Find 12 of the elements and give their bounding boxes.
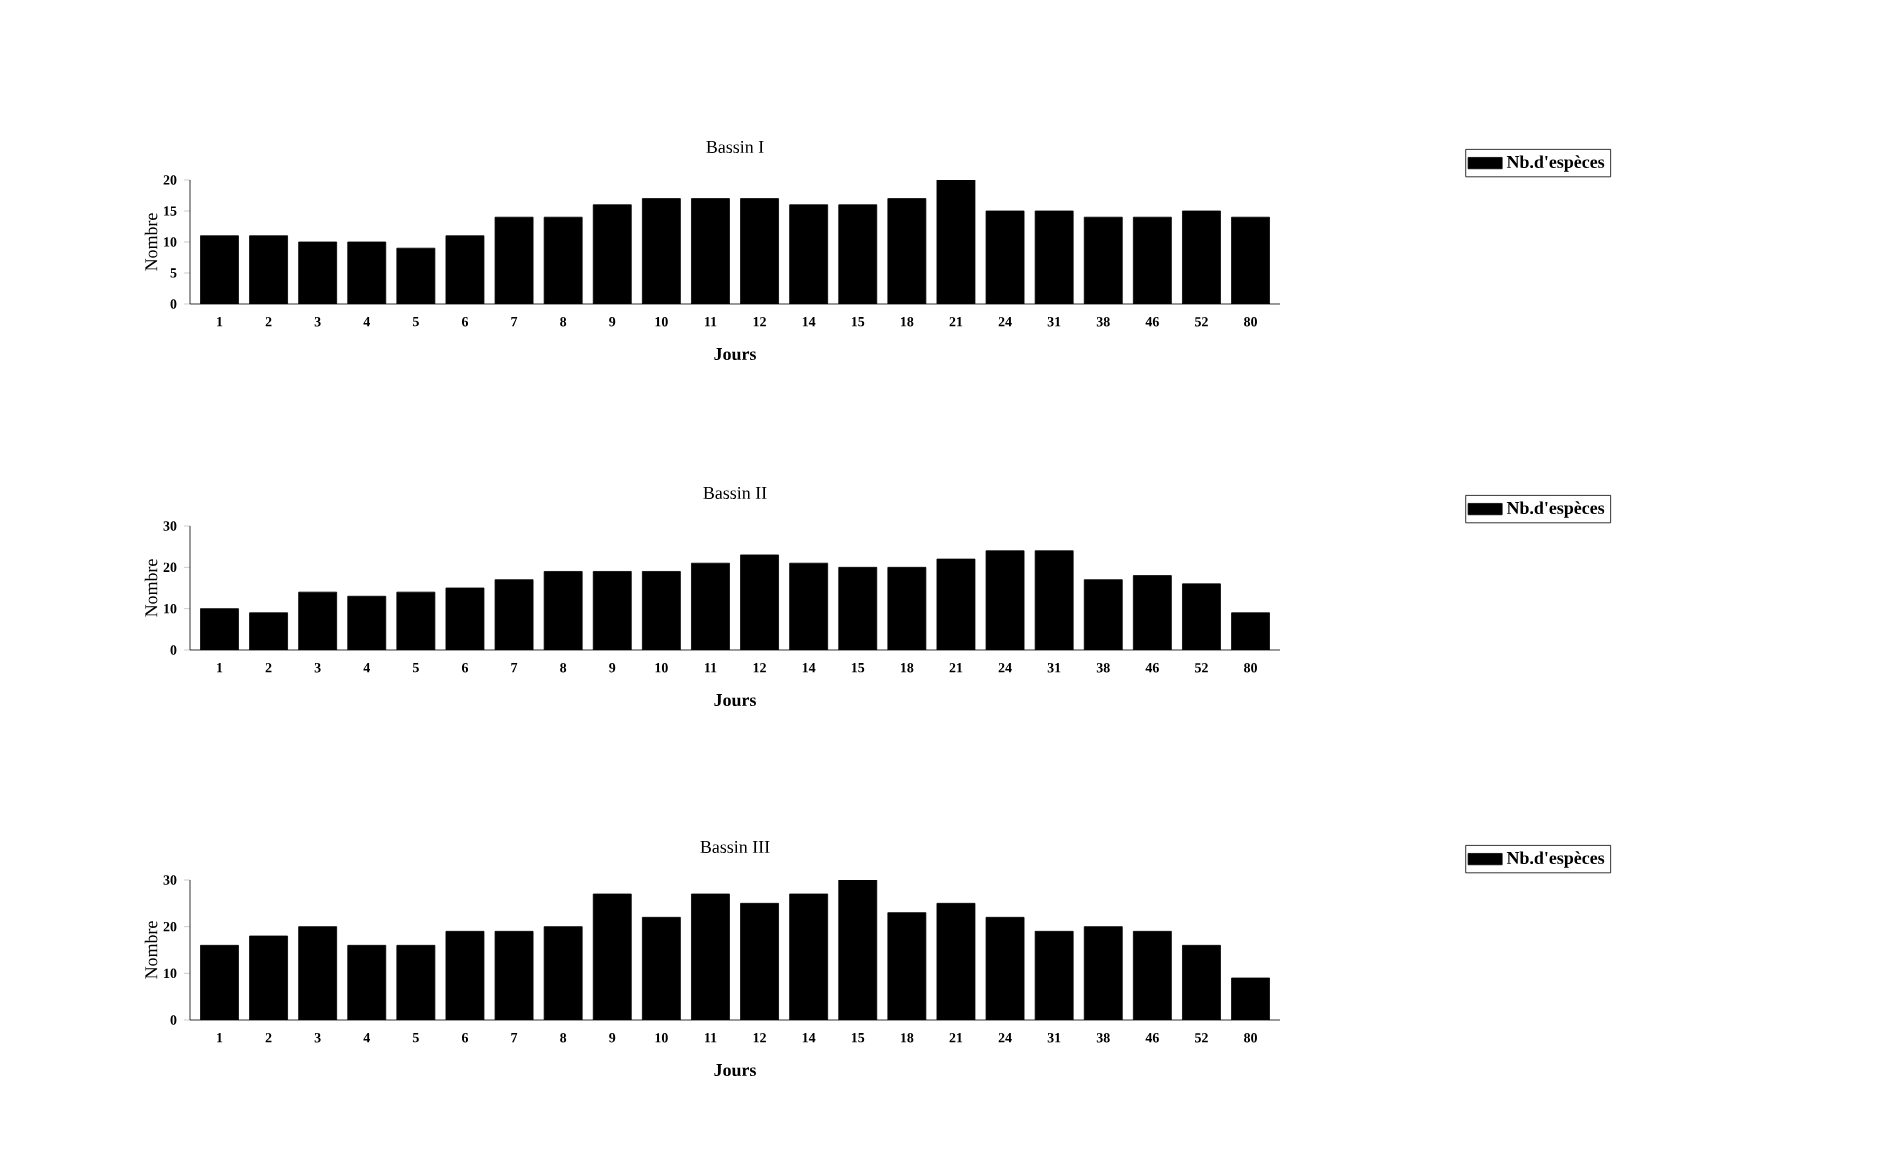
legend-label: Nb.d'espèces	[1506, 155, 1605, 172]
chart-title: Bassin III	[700, 840, 770, 854]
y-axis-title: Nombre	[144, 921, 158, 979]
x-axis-title: Jours	[714, 1064, 756, 1077]
y-axis-title: Nombre	[144, 559, 158, 617]
x-axis-title: Jours	[714, 694, 756, 707]
chart-title: Bassin II	[703, 486, 767, 500]
legend-label: Nb.d'espèces	[1506, 501, 1605, 518]
legend-label: Nb.d'espèces	[1506, 851, 1605, 868]
y-axis-title: Nombre	[144, 213, 158, 271]
x-axis-title: Jours	[714, 348, 756, 361]
chart-title: Bassin I	[706, 140, 764, 154]
